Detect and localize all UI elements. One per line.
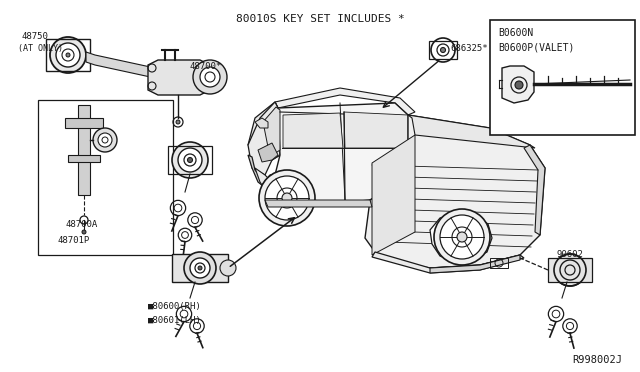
Text: R998002J: R998002J xyxy=(572,355,622,365)
Circle shape xyxy=(259,170,315,226)
Circle shape xyxy=(190,258,210,278)
Text: 48700A: 48700A xyxy=(65,220,97,229)
Circle shape xyxy=(172,142,208,178)
Circle shape xyxy=(568,268,572,272)
Bar xyxy=(168,146,212,174)
Polygon shape xyxy=(78,105,90,195)
Polygon shape xyxy=(408,115,535,148)
Polygon shape xyxy=(255,118,268,128)
Circle shape xyxy=(193,60,227,94)
Circle shape xyxy=(98,133,112,147)
Text: 48750: 48750 xyxy=(22,32,49,41)
Text: 90602: 90602 xyxy=(557,250,584,259)
Circle shape xyxy=(176,120,180,124)
Text: ■80600(RH): ■80600(RH) xyxy=(148,302,202,311)
Polygon shape xyxy=(502,66,534,103)
Circle shape xyxy=(50,37,86,73)
Polygon shape xyxy=(372,252,524,273)
Polygon shape xyxy=(258,143,278,162)
Text: B0600N: B0600N xyxy=(498,28,533,38)
Circle shape xyxy=(184,252,216,284)
Polygon shape xyxy=(255,168,292,218)
Polygon shape xyxy=(262,172,312,217)
Text: 80010S KEY SET INCLUDES *: 80010S KEY SET INCLUDES * xyxy=(236,14,404,24)
Polygon shape xyxy=(248,102,280,175)
Bar xyxy=(429,41,457,59)
Circle shape xyxy=(440,48,445,52)
Polygon shape xyxy=(283,113,343,148)
Polygon shape xyxy=(148,60,210,95)
Circle shape xyxy=(178,148,202,172)
Circle shape xyxy=(198,266,202,270)
Circle shape xyxy=(265,176,309,220)
Circle shape xyxy=(82,230,86,234)
Polygon shape xyxy=(68,155,100,162)
Polygon shape xyxy=(263,107,280,157)
Polygon shape xyxy=(86,52,162,82)
Circle shape xyxy=(93,128,117,152)
Polygon shape xyxy=(430,255,520,273)
Text: 686325*: 686325* xyxy=(450,44,488,53)
Polygon shape xyxy=(524,145,545,235)
Circle shape xyxy=(200,67,220,87)
Text: (AT ONLY): (AT ONLY) xyxy=(18,44,63,53)
Text: 48700*: 48700* xyxy=(190,62,222,71)
Text: B0600P(VALET): B0600P(VALET) xyxy=(498,42,574,52)
Bar xyxy=(490,258,508,268)
Circle shape xyxy=(220,260,236,276)
Polygon shape xyxy=(248,155,272,190)
Polygon shape xyxy=(275,103,410,203)
Circle shape xyxy=(440,215,484,259)
Polygon shape xyxy=(265,200,372,207)
Bar xyxy=(172,254,228,282)
Circle shape xyxy=(282,193,292,203)
Circle shape xyxy=(66,53,70,57)
Circle shape xyxy=(434,209,490,265)
Circle shape xyxy=(457,232,467,242)
Polygon shape xyxy=(344,112,408,148)
Polygon shape xyxy=(248,102,280,160)
Polygon shape xyxy=(275,88,415,115)
Polygon shape xyxy=(65,118,103,128)
Bar xyxy=(490,20,635,135)
Bar xyxy=(38,100,173,255)
Text: ■80601(LH): ■80601(LH) xyxy=(148,316,202,325)
Text: 48701P: 48701P xyxy=(58,236,90,245)
Circle shape xyxy=(188,157,193,163)
Circle shape xyxy=(515,81,523,89)
Circle shape xyxy=(560,260,580,280)
Circle shape xyxy=(554,254,586,286)
Circle shape xyxy=(56,43,80,67)
Bar xyxy=(548,258,592,282)
Bar xyxy=(46,39,90,71)
Polygon shape xyxy=(365,115,545,268)
Polygon shape xyxy=(430,213,492,262)
Polygon shape xyxy=(372,135,415,255)
